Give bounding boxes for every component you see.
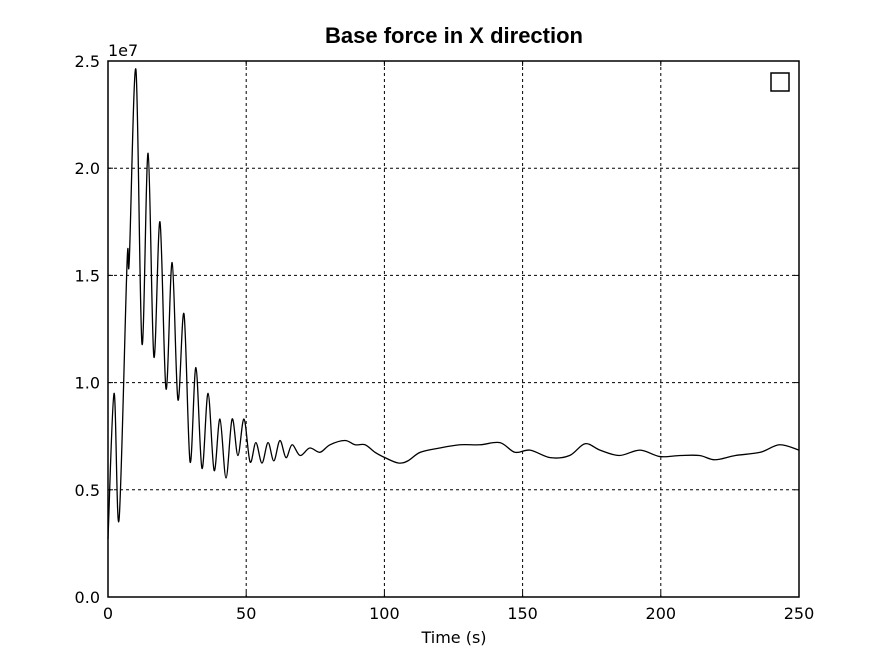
y-offset-label: 1e7 bbox=[108, 41, 138, 60]
y-tick-label: 1.5 bbox=[75, 266, 100, 285]
data-line bbox=[107, 68, 800, 540]
x-tick-label: 50 bbox=[236, 604, 256, 623]
chart-title: Base force in X direction bbox=[325, 23, 583, 48]
y-tick-label: 2.0 bbox=[75, 159, 100, 178]
plot-frame bbox=[107, 60, 800, 598]
x-tick-label: 250 bbox=[784, 604, 815, 623]
x-tick-label: 0 bbox=[103, 604, 113, 623]
y-tick-label: 0.0 bbox=[75, 588, 100, 607]
x-tick-label: 100 bbox=[369, 604, 400, 623]
legend bbox=[770, 72, 790, 92]
y-tick-label: 0.5 bbox=[75, 481, 100, 500]
x-axis-label: Time (s) bbox=[420, 628, 486, 647]
y-tick-label: 2.5 bbox=[75, 52, 100, 71]
x-tick-label: 200 bbox=[646, 604, 677, 623]
x-tick-label: 150 bbox=[507, 604, 538, 623]
y-tick-label: 1.0 bbox=[75, 374, 100, 393]
